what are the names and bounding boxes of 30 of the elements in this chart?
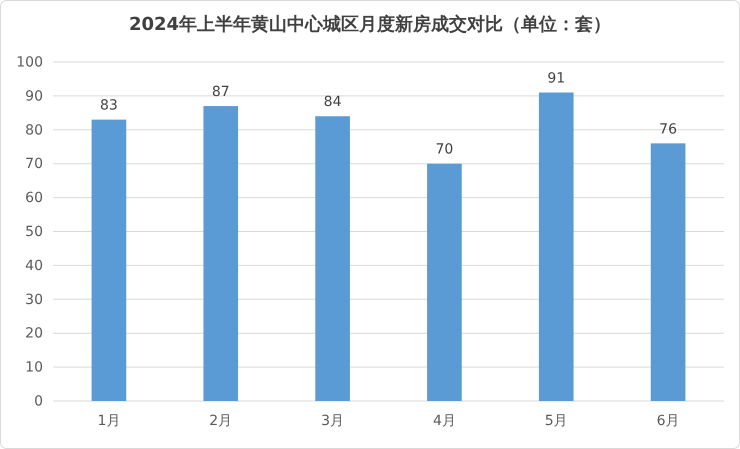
y-tick-label: 10: [25, 360, 43, 376]
bar: [427, 164, 462, 401]
x-tick-label: 3月: [321, 412, 344, 429]
y-tick-label: 40: [25, 258, 43, 274]
data-label: 87: [212, 84, 230, 100]
data-label: 83: [100, 98, 118, 114]
data-label: 70: [436, 142, 454, 158]
x-tick-label: 4月: [432, 412, 456, 429]
data-label: 84: [324, 94, 342, 110]
y-tick-label: 0: [34, 393, 43, 410]
bar: [538, 92, 574, 401]
x-tick-label: 5月: [544, 412, 568, 429]
y-tick-label: 50: [25, 224, 43, 240]
y-tick-label: 80: [25, 122, 43, 138]
y-tick-label: 60: [25, 190, 43, 206]
x-tick-label: 2月: [209, 412, 232, 429]
data-label: 91: [547, 70, 566, 87]
bar: [315, 116, 350, 401]
x-tick-label: 1月: [97, 412, 120, 429]
y-tick-label: 20: [25, 326, 43, 342]
y-tick-label: 70: [25, 156, 43, 172]
data-label: 76: [659, 121, 678, 138]
x-tick-label: 6月: [656, 412, 680, 429]
y-tick-label: 30: [25, 292, 43, 308]
bar: [650, 143, 686, 401]
chart-title: 2024年上半年黄山中心城区月度新房成交对比（单位：套）: [128, 14, 612, 35]
y-tick-label: 90: [25, 88, 43, 104]
bar: [92, 120, 126, 401]
bar: [203, 106, 238, 401]
y-tick-label: 100: [16, 54, 43, 70]
